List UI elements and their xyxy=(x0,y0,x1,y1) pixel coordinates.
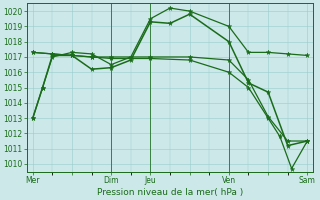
X-axis label: Pression niveau de la mer( hPa ): Pression niveau de la mer( hPa ) xyxy=(97,188,243,197)
